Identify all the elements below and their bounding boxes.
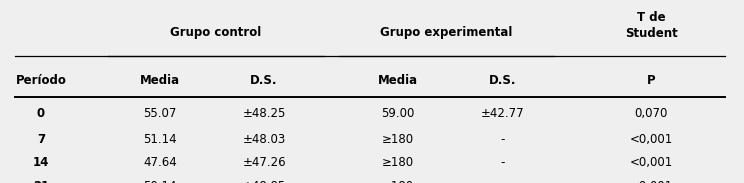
Text: -: -: [500, 180, 504, 183]
Text: D.S.: D.S.: [489, 74, 516, 87]
Text: 59.00: 59.00: [382, 107, 414, 120]
Text: ≥180: ≥180: [382, 156, 414, 169]
Text: 47.64: 47.64: [143, 156, 177, 169]
Text: 0: 0: [37, 107, 45, 120]
Text: 21: 21: [33, 180, 49, 183]
Text: ±48.85: ±48.85: [243, 180, 286, 183]
Text: 50.14: 50.14: [143, 180, 177, 183]
Text: Grupo experimental: Grupo experimental: [380, 26, 513, 40]
Text: ≥180: ≥180: [382, 180, 414, 183]
Text: -: -: [500, 132, 504, 146]
Text: 14: 14: [33, 156, 49, 169]
Text: ±48.03: ±48.03: [243, 132, 286, 146]
Text: D.S.: D.S.: [251, 74, 278, 87]
Text: ≥180: ≥180: [382, 132, 414, 146]
Text: T de
Student: T de Student: [625, 11, 677, 40]
Text: ±48.25: ±48.25: [243, 107, 286, 120]
Text: Período: Período: [16, 74, 66, 87]
Text: Media: Media: [140, 74, 180, 87]
Text: <0,001: <0,001: [629, 132, 673, 146]
Text: 0,070: 0,070: [635, 107, 667, 120]
Text: 7: 7: [37, 132, 45, 146]
Text: ±42.77: ±42.77: [481, 107, 524, 120]
Text: 55.07: 55.07: [144, 107, 176, 120]
Text: Media: Media: [378, 74, 418, 87]
Text: -: -: [500, 156, 504, 169]
Text: Grupo control: Grupo control: [170, 26, 261, 40]
Text: <0,001: <0,001: [629, 156, 673, 169]
Text: ±47.26: ±47.26: [243, 156, 286, 169]
Text: <0,001: <0,001: [629, 180, 673, 183]
Text: 51.14: 51.14: [143, 132, 177, 146]
Text: P: P: [647, 74, 655, 87]
